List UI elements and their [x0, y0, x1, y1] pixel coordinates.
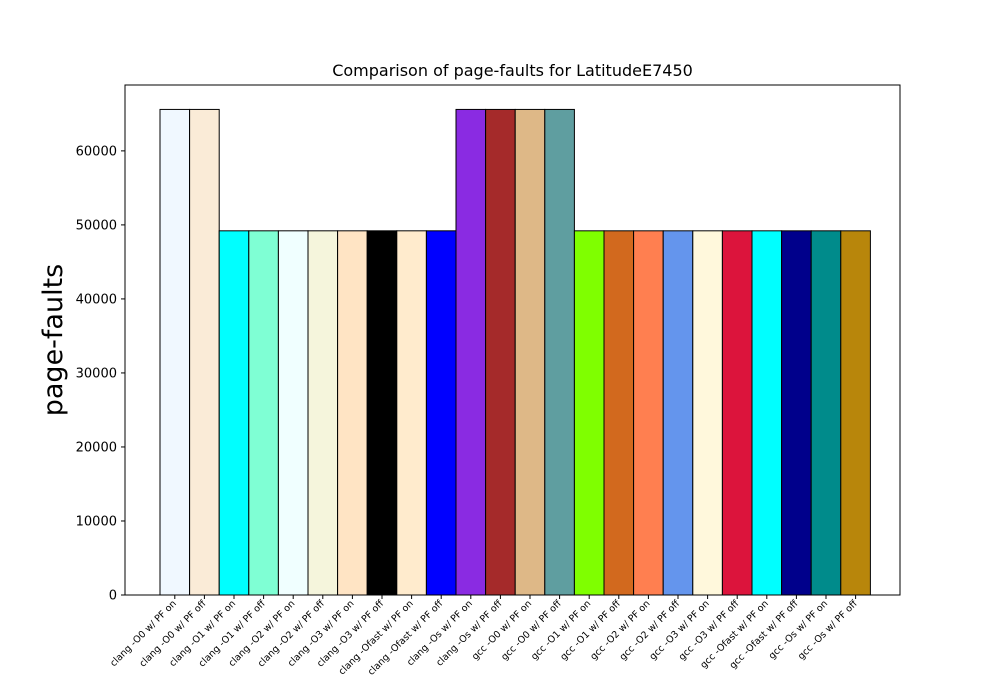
bar-1	[189, 108, 220, 596]
y-tick-label: 60000	[76, 144, 117, 159]
y-tick-label: 40000	[76, 292, 117, 307]
bar-21	[781, 230, 812, 596]
bar-17	[662, 230, 694, 596]
bar-22	[810, 230, 842, 596]
bars-group	[159, 108, 871, 596]
bar-19	[721, 230, 753, 596]
y-tick-label: 0	[109, 589, 117, 604]
y-tick-label: 50000	[76, 218, 117, 233]
y-axis-label: page-faults	[38, 264, 69, 417]
bar-2	[218, 230, 250, 596]
bar-12	[514, 108, 546, 596]
bar-5	[307, 230, 339, 596]
bar-13	[544, 108, 575, 596]
bar-14	[573, 230, 605, 596]
bar-0	[159, 108, 191, 596]
bar-15	[603, 230, 635, 596]
bar-16	[633, 230, 664, 596]
bar-23	[840, 230, 871, 596]
y-axis: 0 10000 20000 30000 40000 50000 60000	[76, 144, 125, 604]
y-tick-label: 10000	[76, 514, 117, 529]
chart-title: Comparison of page-faults for LatitudeE7…	[332, 61, 693, 80]
bar-20	[751, 230, 783, 596]
bar-9	[425, 230, 457, 596]
plot-frame	[124, 84, 901, 596]
bar-4	[277, 230, 309, 596]
bar-7	[366, 230, 398, 596]
y-tick-label: 20000	[76, 440, 117, 455]
bar-3	[248, 230, 279, 596]
bar-8	[396, 230, 427, 596]
y-tick-label: 30000	[76, 366, 117, 381]
bar-10	[455, 108, 487, 596]
bar-6	[337, 230, 368, 596]
bar-18	[692, 230, 723, 596]
bar-11	[485, 108, 516, 596]
